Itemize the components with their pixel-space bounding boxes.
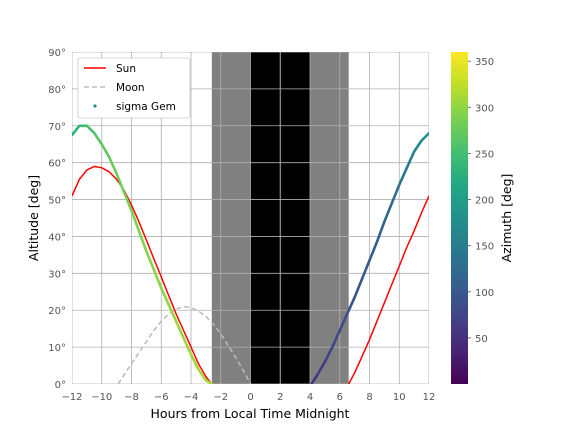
y-tick-label: 40° xyxy=(48,232,66,243)
y-tick-label: 90° xyxy=(48,48,66,59)
legend-label-sigma-gem: sigma Gem xyxy=(116,101,176,113)
legend-swatch-sigma-gem xyxy=(93,104,97,108)
y-tick-label: 60° xyxy=(48,159,66,170)
sigma-gem-segment-22 xyxy=(323,345,334,364)
legend-label-moon: Moon xyxy=(116,82,145,94)
series-line-sun xyxy=(72,165,429,384)
x-tick-label: 2 xyxy=(277,392,283,403)
y-tick-label: 20° xyxy=(48,306,66,317)
x-tick-label: 6 xyxy=(337,392,343,403)
y-axis-label: Altitude [deg] xyxy=(26,175,41,261)
sigma-gem-segment-31 xyxy=(390,183,401,205)
colorbar-tick-label: 150 xyxy=(475,242,494,253)
sigma-gem-segment-14 xyxy=(174,319,185,340)
sigma-gem-segment-29 xyxy=(375,220,386,244)
x-tick-label: 10 xyxy=(393,392,406,403)
y-tick-label: 0° xyxy=(55,380,66,391)
x-tick-label: −8 xyxy=(124,392,139,403)
colorbar xyxy=(451,52,468,384)
sigma-gem-segment-34 xyxy=(412,139,423,153)
grid xyxy=(72,52,429,384)
sigma-gem-segment-0 xyxy=(72,124,81,137)
colorbar-tick-label: 250 xyxy=(475,149,494,160)
x-tick-label: 12 xyxy=(423,392,436,403)
colorbar-ticks: 50 100 150 200 250 300 350 xyxy=(468,57,494,345)
sigma-gem-segment-5 xyxy=(107,155,118,176)
sigma-gem-segment-4 xyxy=(100,142,111,159)
y-tick-label: 10° xyxy=(48,343,66,354)
sigma-gem-segment-32 xyxy=(397,166,408,187)
legend-frame xyxy=(77,57,191,119)
sigma-gem-segment-18 xyxy=(204,379,214,384)
sigma-gem-segment-28 xyxy=(368,240,379,262)
sigma-gem-segment-24 xyxy=(338,312,349,332)
x-tick-label: 4 xyxy=(307,392,313,403)
colorbar-tick-label: 300 xyxy=(475,103,494,114)
sigma-gem-segment-17 xyxy=(197,367,208,382)
x-axis-label: Hours from Local Time Midnight xyxy=(151,406,350,421)
y-tick-label: 70° xyxy=(48,122,66,133)
sigma-gem-segment-27 xyxy=(360,259,371,281)
sigma-gem-segment-33 xyxy=(405,150,416,170)
y-tick-label: 30° xyxy=(48,269,66,280)
y-tick-label: 50° xyxy=(48,196,66,207)
colorbar-tick-label: 200 xyxy=(475,196,494,207)
y-tick-label: 80° xyxy=(48,85,66,96)
x-tick-label: 0 xyxy=(247,392,253,403)
sigma-gem-segment-23 xyxy=(331,329,342,349)
x-tick-label: 8 xyxy=(366,392,372,403)
legend-label-sun: Sun xyxy=(116,63,136,75)
sigma-gem-segment-6 xyxy=(115,172,126,194)
sigma-gem-segment-10 xyxy=(145,249,156,271)
x-tick-label: −6 xyxy=(154,392,169,403)
sigma-gem-segment-35 xyxy=(420,131,429,142)
x-tick-label: −4 xyxy=(184,392,199,403)
sigma-gem-segment-3 xyxy=(93,131,104,146)
x-tick-label: −2 xyxy=(213,392,228,403)
sigma-gem-segment-16 xyxy=(189,353,200,371)
colorbar-tick-label: 350 xyxy=(475,57,494,68)
sigma-gem-segment-25 xyxy=(345,296,356,316)
sigma-gem-segment-15 xyxy=(182,336,193,356)
x-ticks: −12 −10 −8 −6 −4 −2 0 2 4 6 8 10 12 xyxy=(61,392,435,403)
sigma-gem-segment-21 xyxy=(316,360,327,377)
sigma-gem-segment-30 xyxy=(383,201,394,223)
series xyxy=(72,124,429,384)
colorbar-tick-label: 50 xyxy=(475,334,488,345)
sigma-gem-segment-9 xyxy=(137,229,148,253)
x-tick-label: −10 xyxy=(91,392,112,403)
sigma-gem-segment-13 xyxy=(167,303,178,323)
sigma-gem-segment-8 xyxy=(130,209,141,233)
sigma-gem-segment-11 xyxy=(152,268,163,290)
sigma-gem-segment-26 xyxy=(353,277,364,299)
colorbar-label: Azimuth [deg] xyxy=(499,174,514,263)
x-tick-label: −12 xyxy=(61,392,82,403)
colorbar-tick-label: 100 xyxy=(475,288,494,299)
sigma-gem-segment-20 xyxy=(310,373,319,384)
sigma-gem-segment-2 xyxy=(85,124,96,135)
sigma-gem-segment-7 xyxy=(122,190,133,212)
y-ticks: 0° 10° 20° 30° 40° 50° 60° 70° 80° 90° xyxy=(48,48,66,391)
legend: Sun Moon sigma Gem xyxy=(77,57,191,119)
sigma-gem-segment-12 xyxy=(159,286,170,306)
